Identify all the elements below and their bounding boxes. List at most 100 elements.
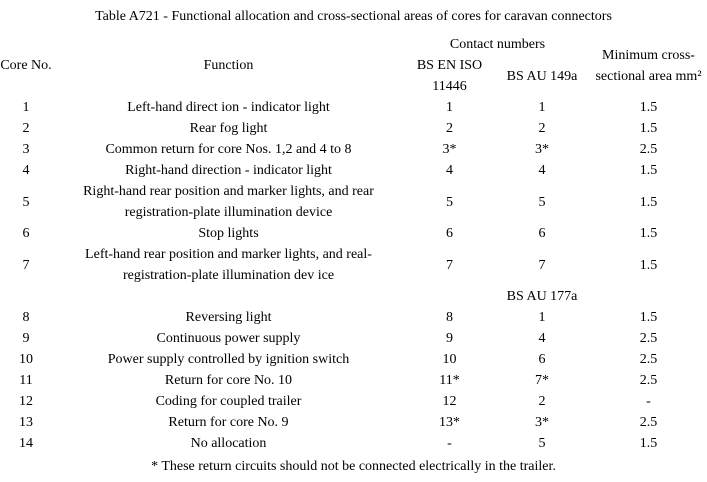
iso-contact-cell: - (447, 436, 452, 451)
empty-cell (0, 286, 52, 307)
au-contact-cell: 5 (538, 194, 546, 210)
core-no-cell: 12 (19, 394, 33, 409)
table-row: 11 Return for core No. 10 11* 7* 2.5 (0, 370, 707, 391)
header-min-cross-sectional-area: Minimum cross-sectional area mm² (595, 47, 702, 84)
function-cell: No allocation (190, 436, 267, 451)
iso-contact-cell: 11* (439, 373, 460, 388)
table-row: 10 Power supply controlled by ignition sw… (0, 349, 707, 370)
iso-contact-cell: 10 (442, 352, 457, 367)
iso-contact-cell: 3* (442, 142, 457, 157)
iso-contact-cell: 4 (446, 163, 453, 178)
empty-cell (405, 286, 494, 307)
table-row: 2 Rear fog light 2 2 1.5 (0, 118, 707, 139)
function-cell: Left-hand direct ion - indicator light (127, 100, 330, 115)
core-no-cell: 10 (19, 352, 33, 367)
area-cell: 1.5 (639, 257, 658, 273)
au-contact-cell: 7 (538, 257, 546, 273)
au-contact-cell: 6 (538, 226, 546, 241)
function-cell: Coding for coupled trailer (155, 394, 302, 409)
area-cell: 1.5 (639, 226, 658, 241)
area-cell: 1.5 (639, 310, 658, 325)
iso-contact-cell: 9 (446, 331, 453, 346)
iso-contact-cell: 12 (442, 394, 457, 409)
function-cell: Return for core No. 10 (164, 373, 293, 388)
table-row: 1 Left-hand direct ion - indicator light 1… (0, 97, 707, 118)
core-no-cell: 2 (22, 121, 30, 136)
core-no-cell: 7 (22, 257, 30, 273)
core-no-cell: 3 (22, 142, 30, 157)
area-cell: 1.5 (639, 163, 658, 178)
iso-contact-cell: 8 (446, 310, 453, 325)
table-body: 1 Left-hand direct ion - indicator light 1… (0, 97, 707, 454)
area-cell: 1.5 (639, 121, 658, 136)
au-contact-cell: 5 (538, 436, 546, 451)
function-cell: Rear fog light (189, 121, 268, 136)
iso-contact-cell: 6 (446, 226, 453, 241)
table-title: Table A721 - Functional allocation and c… (95, 9, 612, 24)
table-row: 7 Left-hand rear position and marker ligh… (0, 244, 707, 286)
function-cell: Continuous power supply (156, 331, 301, 346)
au-contact-cell: 1 (538, 310, 546, 325)
function-cell: Common return for core Nos. 1,2 and 4 to… (105, 142, 352, 157)
table-row: 9 Continuous power supply 9 4 2.5 (0, 328, 707, 349)
area-cell: 2.5 (639, 373, 658, 388)
au-contact-cell: 2 (538, 394, 546, 409)
header-bs-en-iso-11446: BS EN ISO 11446 (416, 58, 483, 94)
empty-cell (590, 286, 707, 307)
table-row: 4 Right-hand direction - indicator light 4… (0, 160, 707, 181)
function-cell: Power supply controlled by ignition swit… (107, 352, 350, 367)
area-cell: 1.5 (639, 436, 658, 451)
area-cell: 2.5 (639, 331, 658, 346)
table-row: 14 No allocation - 5 1.5 (0, 433, 707, 454)
core-no-cell: 11 (19, 373, 33, 388)
au-contact-cell: 4 (538, 163, 546, 178)
core-no-cell: 9 (22, 331, 30, 346)
table-row: 5 Right-hand rear position and marker lig… (0, 181, 707, 223)
function-cell: Left-hand rear position and marker light… (85, 247, 372, 283)
au-contact-cell: 7* (535, 373, 549, 388)
header-row-standards: BS EN ISO 11446 BS AU 149a (0, 55, 707, 97)
area-cell: 1.5 (639, 100, 658, 115)
header-contact-numbers: Contact numbers (449, 37, 546, 52)
au-contact-cell: 3* (535, 415, 549, 430)
header-row-top: Core No. Function Contact numbers Minimu… (0, 34, 707, 84)
area-cell: 1.5 (639, 194, 658, 210)
header-bs-au-149a: BS AU 149a (506, 68, 578, 84)
core-no-cell: 5 (22, 194, 30, 210)
header-function: Function (203, 58, 254, 73)
area-cell: 2.5 (639, 142, 658, 157)
table-row: 3 Common return for core Nos. 1,2 and 4 t… (0, 139, 707, 160)
core-no-cell: 14 (19, 436, 33, 451)
empty-cell (52, 286, 405, 307)
caravan-connectors-table: Core No. Function Contact numbers Minimu… (0, 34, 707, 454)
iso-contact-cell: 1 (446, 100, 453, 115)
core-no-cell: 8 (22, 310, 30, 325)
function-cell: Right-hand direction - indicator light (125, 163, 332, 178)
au-contact-cell: 2 (538, 121, 546, 136)
au-contact-cell: 1 (538, 100, 546, 115)
iso-contact-cell: 2 (446, 121, 453, 136)
area-cell: - (646, 394, 651, 409)
standard-subheader-row: BS AU 177a (0, 286, 707, 307)
area-cell: 2.5 (639, 352, 658, 367)
core-no-cell: 13 (19, 415, 33, 430)
table-row: 13 Return for core No. 9 13* 3* 2.5 (0, 412, 707, 433)
function-cell: Stop lights (198, 226, 259, 241)
table-row: 12 Coding for coupled trailer 12 2 - (0, 391, 707, 412)
area-cell: 2.5 (639, 415, 658, 430)
core-no-cell: 6 (22, 226, 30, 241)
subheader-label: BS AU 177a (506, 289, 578, 304)
header-core-no: Core No. (0, 58, 52, 73)
table-header: Core No. Function Contact numbers Minimu… (0, 34, 707, 97)
footnote: * These return circuits should not be co… (151, 459, 556, 474)
function-cell: Return for core No. 9 (168, 415, 289, 430)
core-no-cell: 4 (22, 163, 30, 178)
core-no-cell: 1 (22, 100, 30, 115)
iso-contact-cell: 13* (439, 415, 460, 430)
iso-contact-cell: 7 (446, 257, 453, 273)
au-contact-cell: 4 (538, 331, 546, 346)
function-cell: Reversing light (185, 310, 272, 325)
table-row: 8 Reversing light 8 1 1.5 (0, 307, 707, 328)
au-contact-cell: 3* (535, 142, 549, 157)
